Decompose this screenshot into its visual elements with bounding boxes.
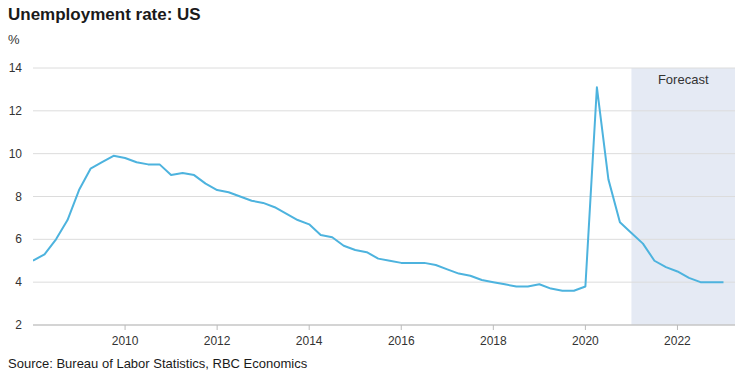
y-tick-label: 2 bbox=[15, 318, 22, 332]
x-tick-label: 2012 bbox=[204, 334, 231, 348]
x-tick-label: 2020 bbox=[572, 334, 599, 348]
series-line bbox=[33, 87, 723, 290]
y-axis-label: % bbox=[8, 32, 20, 47]
plot-area bbox=[33, 87, 723, 290]
grid-line bbox=[33, 110, 735, 111]
x-tick bbox=[309, 325, 310, 330]
grid-line bbox=[33, 153, 735, 154]
x-tick bbox=[493, 325, 494, 330]
x-tick-label: 2014 bbox=[296, 334, 323, 348]
source: Source: Bureau of Labor Statistics, RBC … bbox=[8, 356, 308, 371]
x-tick bbox=[401, 325, 402, 330]
x-tick-label: 2010 bbox=[112, 334, 139, 348]
y-tick-label: 4 bbox=[15, 275, 22, 289]
y-tick-label: 12 bbox=[9, 104, 23, 118]
forecast-label: Forecast bbox=[658, 72, 709, 87]
y-tick-label: 8 bbox=[15, 190, 22, 204]
grid-line bbox=[33, 196, 735, 197]
title: Unemployment rate: US bbox=[8, 5, 201, 24]
chart: Unemployment rate: US% Forecast 2 4 6 8 10 12 14… bbox=[0, 0, 750, 390]
grid-line bbox=[33, 239, 735, 240]
x-tick bbox=[585, 325, 586, 330]
y-tick-label: 14 bbox=[9, 61, 23, 75]
y-tick-label: 10 bbox=[9, 147, 23, 161]
x-tick-label: 2022 bbox=[664, 334, 691, 348]
grid-line bbox=[33, 325, 735, 326]
y-tick-label: 6 bbox=[15, 232, 22, 246]
x-tick-label: 2016 bbox=[388, 334, 415, 348]
x-tick bbox=[125, 325, 126, 330]
x-axis-line bbox=[33, 325, 735, 326]
x-tick bbox=[217, 325, 218, 330]
x-tick-label: 2018 bbox=[480, 334, 507, 348]
grid-line bbox=[33, 282, 735, 283]
grid-line bbox=[33, 68, 735, 69]
x-tick bbox=[677, 325, 678, 330]
